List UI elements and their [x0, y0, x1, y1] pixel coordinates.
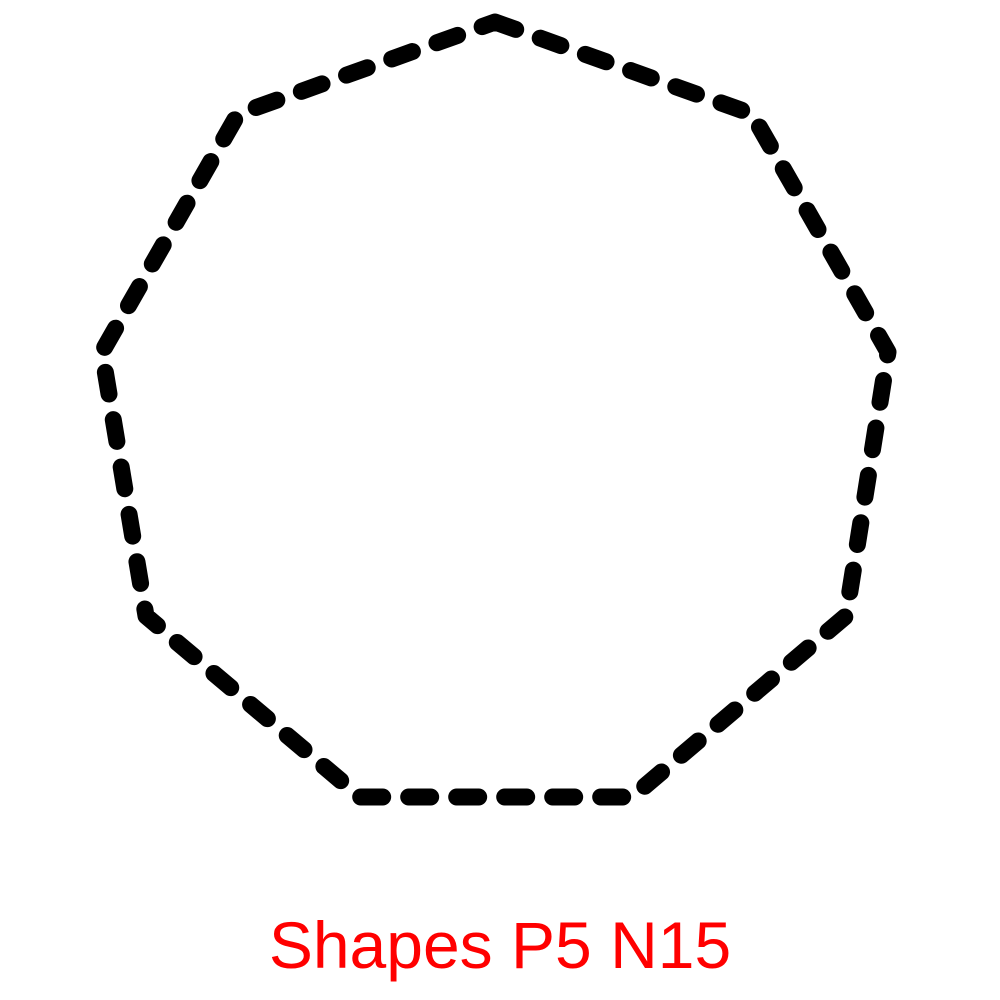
shape-caption: Shapes P5 N15	[268, 908, 732, 982]
dashed-heptagon	[93, 13, 897, 806]
